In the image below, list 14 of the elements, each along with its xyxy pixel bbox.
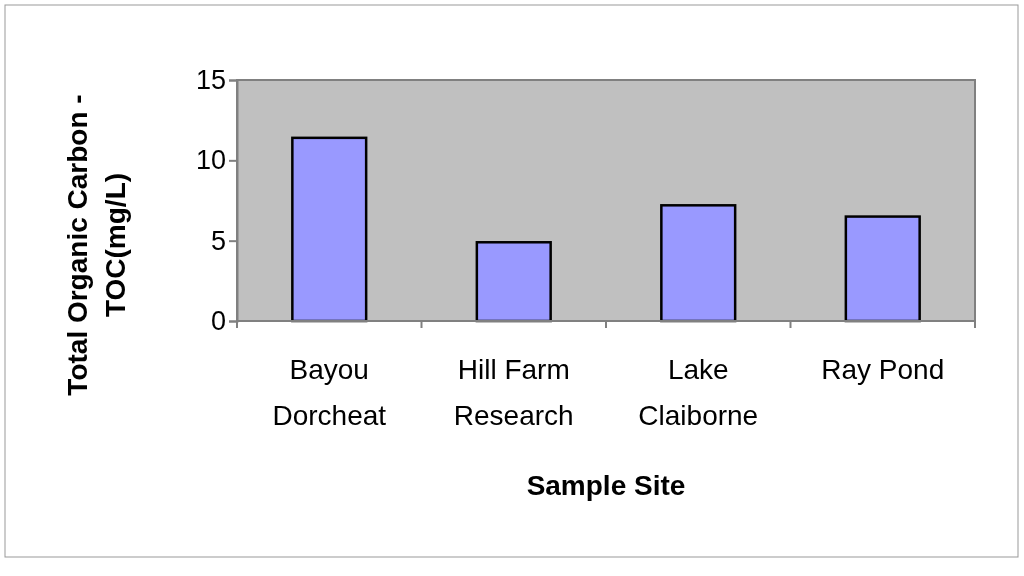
x-tick-label: Lake Claiborne (638, 354, 759, 431)
y-tick-label: 5 (210, 225, 226, 256)
x-tick-label: Bayou Dorcheat (272, 354, 387, 431)
x-tick-label: Hill Farm Research (453, 354, 574, 431)
y-axis-title: Total Organic Carbon - TOC(mg/L) (62, 94, 131, 396)
y-tick-label: 10 (195, 145, 226, 176)
bar (844, 215, 921, 323)
x-tick-label: Ray Pond (821, 354, 945, 385)
bar (475, 241, 552, 323)
y-tick-label: 15 (195, 65, 226, 96)
bar (291, 136, 368, 323)
bar (660, 204, 737, 323)
y-tick-label: 0 (210, 306, 226, 337)
x-axis-title: Sample Site (526, 470, 686, 501)
